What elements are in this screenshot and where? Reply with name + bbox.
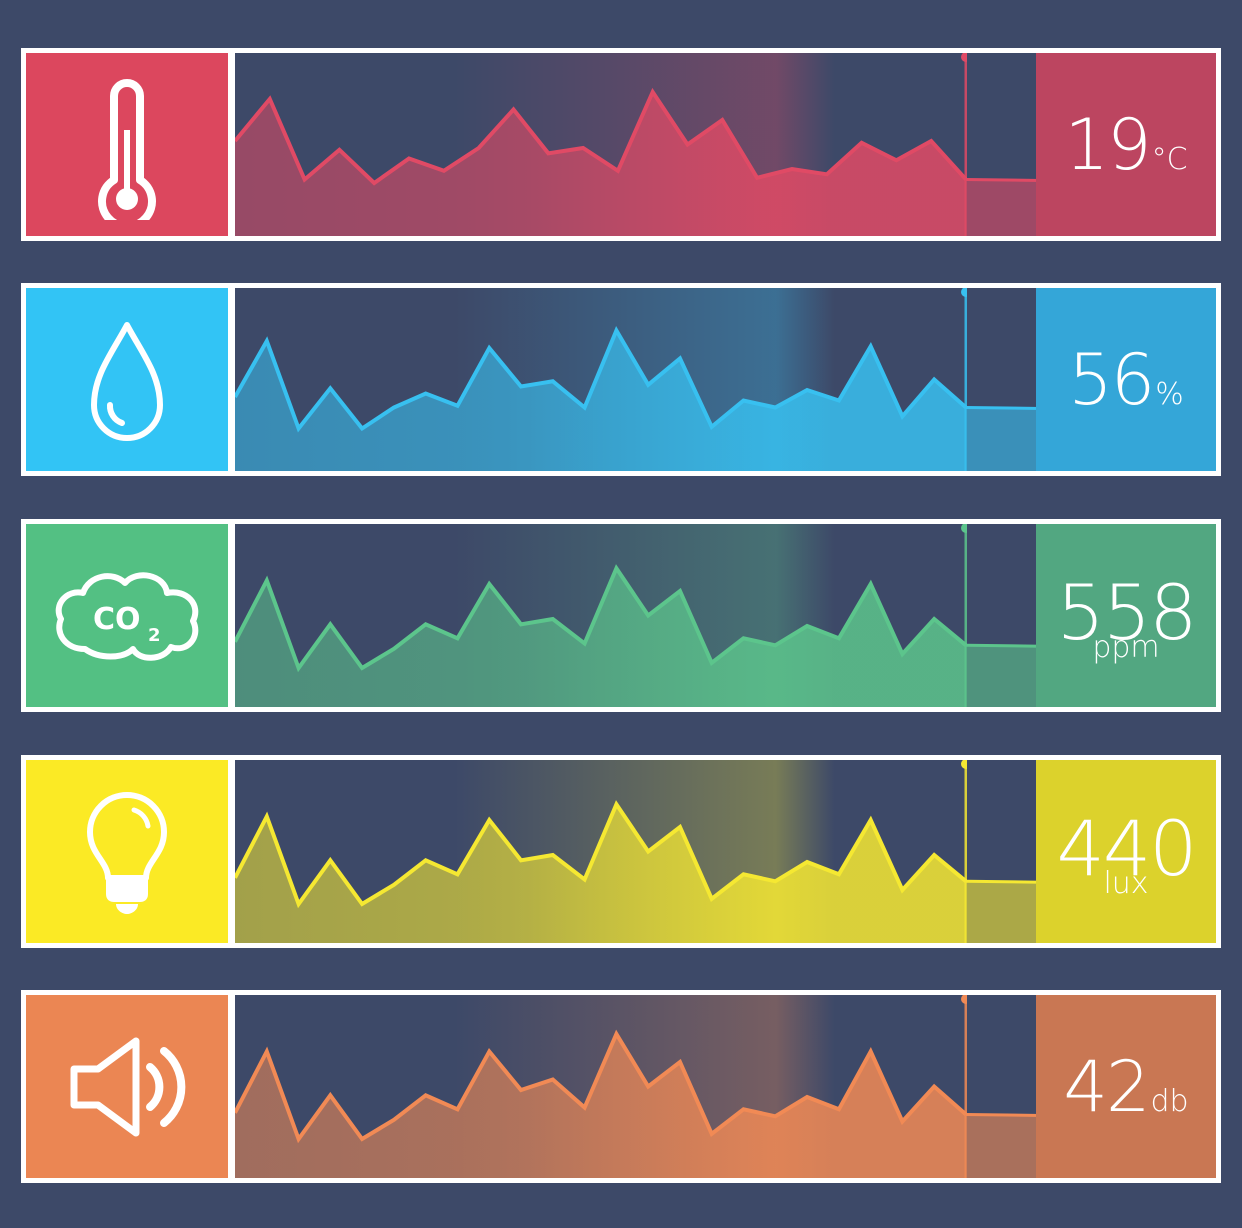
light-icon-box (26, 760, 235, 943)
humidity-line (235, 326, 968, 433)
sensor-panel-light: 440 lux (21, 755, 1221, 948)
sensor-panel-temperature: 19°C (21, 48, 1221, 241)
humidity-area (235, 330, 966, 471)
light-chart (235, 760, 1042, 943)
humidity-chart (235, 288, 1042, 471)
sensor-panel-sound: 42db (21, 990, 1221, 1183)
humidity-unit: % (1155, 376, 1184, 412)
light-area (235, 804, 966, 943)
light-bulb-icon (87, 791, 167, 914)
temperature-line (235, 87, 968, 186)
co2-chart (235, 524, 1042, 707)
temperature-unit: °C (1151, 141, 1188, 177)
svg-text:2: 2 (148, 625, 161, 646)
temperature-tail-line (965, 178, 1042, 182)
co2-line (235, 564, 968, 673)
water-drop-icon (91, 321, 163, 441)
light-value-box: 440 lux (1036, 760, 1216, 943)
temperature-icon-box (26, 53, 235, 236)
co2-icon-box: CO 2 (26, 524, 235, 707)
sound-tail-line (965, 1113, 1042, 1117)
humidity-tail-fill (967, 407, 1041, 471)
co2-value-box: 558 ppm (1036, 524, 1216, 707)
temperature-area (235, 92, 966, 236)
sound-tail-fill (967, 1114, 1041, 1178)
sound-unit: db (1150, 1083, 1189, 1119)
temperature-chart (235, 53, 1042, 236)
sound-line (235, 1029, 968, 1144)
light-unit: lux (1103, 865, 1149, 901)
temperature-tail-fill (967, 179, 1041, 236)
sound-value-box: 42db (1036, 995, 1216, 1178)
temperature-value-box: 19°C (1036, 53, 1216, 236)
light-tail-fill (967, 881, 1041, 943)
humidity-value-box: 56% (1036, 288, 1216, 471)
sound-chart (235, 995, 1042, 1178)
light-value: 440 (1056, 803, 1197, 893)
sound-icon-box (26, 995, 235, 1178)
co2-area (235, 568, 966, 707)
light-line (235, 800, 968, 909)
svg-text:CO: CO (93, 602, 141, 637)
co2-tail-fill (967, 645, 1041, 707)
co2-unit: ppm (1092, 629, 1160, 665)
humidity-value: 56 (1068, 338, 1155, 421)
temperature-value: 19 (1064, 103, 1151, 186)
co2-tail-line (965, 643, 1042, 648)
light-tail-line (965, 879, 1042, 884)
speaker-icon (70, 1037, 186, 1136)
co2-cloud-icon: CO 2 (55, 571, 199, 661)
humidity-icon-box (26, 288, 235, 471)
sound-value: 42 (1063, 1045, 1150, 1128)
sound-area (235, 1034, 966, 1178)
thermometer-icon (98, 78, 156, 220)
humidity-tail-line (965, 406, 1042, 410)
co2-value: 558 (1056, 567, 1197, 657)
sensor-panel-humidity: 56% (21, 283, 1221, 476)
sensor-panel-co2: CO 2 558 ppm (21, 519, 1221, 712)
